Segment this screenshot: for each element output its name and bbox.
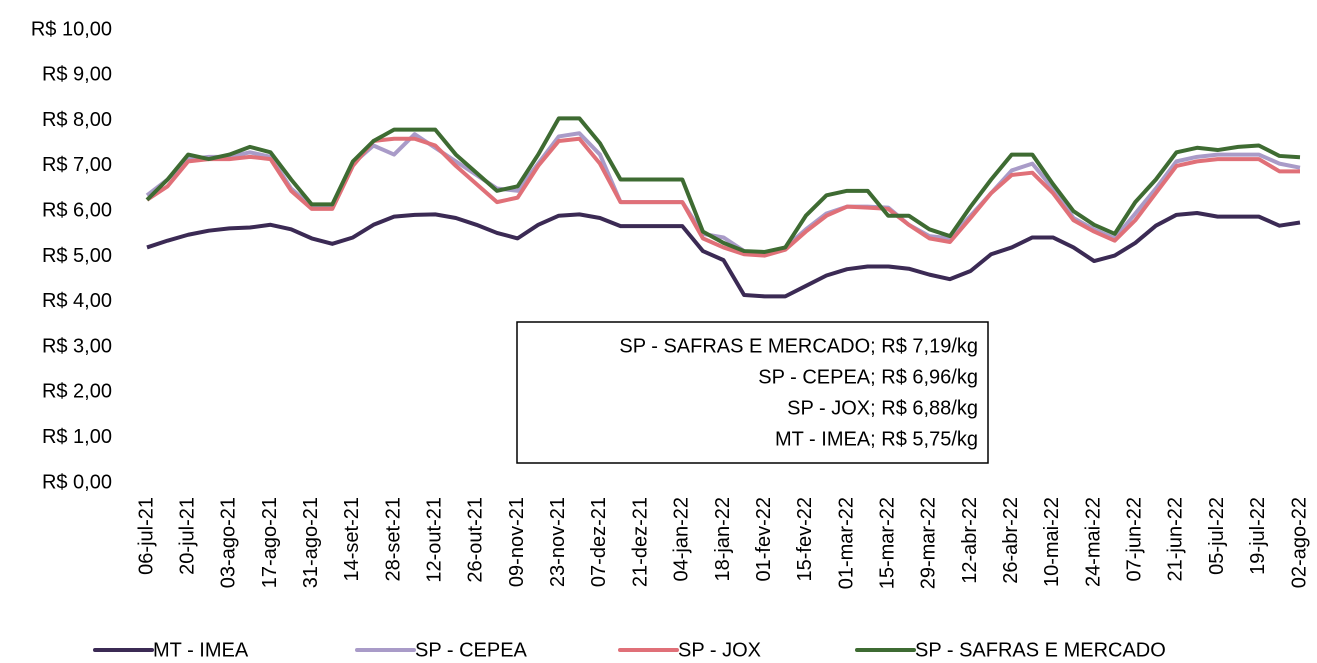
x-tick-label: 01-mar-22 (835, 497, 857, 589)
x-tick-label: 28-set-21 (382, 497, 404, 582)
x-tick-label: 20-jul-21 (176, 497, 198, 575)
y-tick-label: R$ 0,00 (42, 471, 112, 493)
x-tick-label: 12-abr-22 (959, 497, 981, 584)
annotation: SP - JOX; R$ 6,88/kg (787, 397, 978, 419)
x-tick-label: 21-jun-22 (1165, 497, 1187, 582)
legend-label: SP - SAFRAS E MERCADO (915, 639, 1166, 661)
x-tick-label: 23-nov-21 (547, 497, 569, 587)
x-tick-label: 07-dez-21 (588, 497, 610, 587)
y-tick-label: R$ 6,00 (42, 199, 112, 221)
x-tick-label: 14-set-21 (341, 497, 363, 582)
x-tick-label: 09-nov-21 (506, 497, 528, 587)
y-tick-label: R$ 2,00 (42, 381, 112, 403)
x-tick-label: 03-ago-21 (218, 497, 240, 588)
x-tick-label: 04-jan-22 (671, 497, 693, 582)
y-tick-label: R$ 10,00 (31, 18, 112, 40)
x-tick-label: 15-fev-22 (794, 497, 816, 582)
annotation-box (516, 321, 989, 464)
annotation: MT - IMEA; R$ 5,75/kg (775, 428, 978, 450)
y-tick-label: R$ 8,00 (42, 109, 112, 131)
x-tick-label: 31-ago-21 (300, 497, 322, 588)
series-line (145, 131, 1301, 257)
legend-label: SP - CEPEA (415, 639, 528, 661)
annotation: SP - CEPEA; R$ 6,96/kg (758, 366, 978, 388)
x-tick-label: 01-fev-22 (753, 497, 775, 582)
x-tick-label: 06-jul-21 (135, 497, 157, 575)
x-tick-label: 19-jul-22 (1247, 497, 1269, 575)
x-tick-label: 26-abr-22 (1000, 497, 1022, 584)
annotation: SP - SAFRAS E MERCADO; R$ 7,19/kg (619, 335, 978, 357)
x-tick-label: 18-jan-22 (712, 497, 734, 582)
x-tick-label: 10-mai-22 (1041, 497, 1063, 587)
x-tick-label: 02-ago-22 (1288, 497, 1310, 588)
x-tick-label: 17-ago-21 (259, 497, 281, 588)
x-tick-label: 07-jun-22 (1124, 497, 1146, 582)
x-tick-label: 29-mar-22 (918, 497, 940, 589)
y-tick-label: R$ 7,00 (42, 154, 112, 176)
x-tick-label: 15-mar-22 (876, 497, 898, 589)
y-tick-label: R$ 4,00 (42, 290, 112, 312)
series-line (145, 116, 1301, 254)
y-tick-label: R$ 1,00 (42, 426, 112, 448)
legend-label: MT - IMEA (153, 639, 249, 661)
x-tick-label: 21-dez-21 (629, 497, 651, 587)
legend-label: SP - JOX (678, 639, 761, 661)
y-tick-label: R$ 3,00 (42, 335, 112, 357)
x-tick-label: 05-jul-22 (1206, 497, 1228, 575)
y-tick-label: R$ 5,00 (42, 245, 112, 267)
x-tick-label: 26-out-21 (465, 497, 487, 583)
x-tick-label: 24-mai-22 (1082, 497, 1104, 587)
y-tick-label: R$ 9,00 (42, 64, 112, 86)
x-tick-label: 12-out-21 (424, 497, 446, 583)
series-line (146, 211, 1301, 299)
